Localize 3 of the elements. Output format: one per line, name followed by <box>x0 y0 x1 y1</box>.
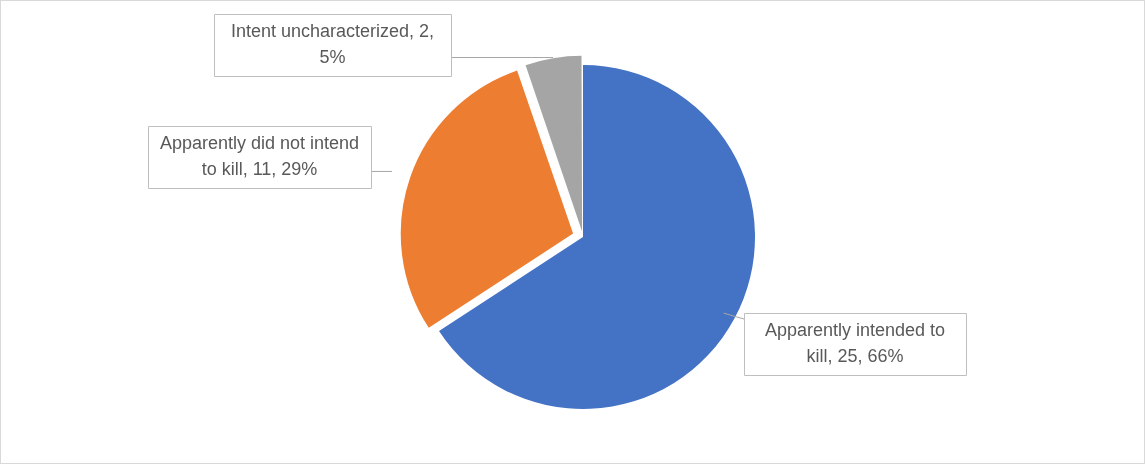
slice-label: Intent uncharacterized, 2, 5% <box>230 20 435 67</box>
slice-label: Apparently did not intend to kill, 11, 29% <box>159 132 360 179</box>
slice-label: Apparently intended to kill, 25, 66% <box>764 319 946 366</box>
